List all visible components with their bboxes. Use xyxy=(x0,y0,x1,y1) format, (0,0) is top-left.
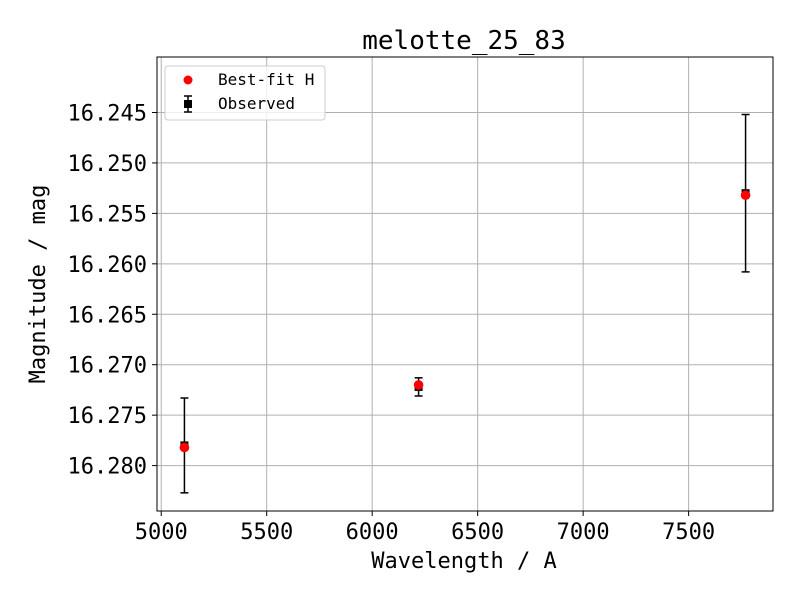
series-layer xyxy=(179,113,751,494)
y-axis-label: Magnitude / mag xyxy=(26,185,51,384)
chart-title: melotte_25_83 xyxy=(362,26,566,56)
x-tick-label: 6000 xyxy=(346,520,399,545)
y-tick-label: 16.250 xyxy=(68,152,147,177)
y-tick-label: 16.260 xyxy=(68,253,147,278)
legend-box xyxy=(164,65,326,121)
legend-label-observed: Observed xyxy=(218,94,295,113)
y-tick-label: 16.245 xyxy=(68,101,147,126)
plot-frame xyxy=(156,56,774,512)
plot-area xyxy=(157,57,773,511)
y-tick-label: 16.280 xyxy=(68,455,147,480)
legend-label-best-fit: Best-fit H xyxy=(218,70,314,89)
best-fit-point xyxy=(413,380,424,390)
x-tick-label: 7000 xyxy=(557,520,610,545)
y-tick-label: 16.255 xyxy=(68,202,147,227)
legend-marker-best-fit xyxy=(183,75,193,85)
grid xyxy=(157,57,773,511)
x-axis: 5000 5500 6000 6500 7000 7500 xyxy=(135,511,715,545)
x-axis-label: Wavelength / A xyxy=(371,549,556,574)
legend-marker-observed xyxy=(184,100,192,108)
legend: Best-fit H Observed xyxy=(164,65,326,121)
x-tick-label: 5000 xyxy=(135,520,188,545)
best-fit-point xyxy=(179,442,190,453)
x-tick-label: 7500 xyxy=(662,520,715,545)
best-fit-point xyxy=(740,190,751,201)
y-tick-label: 16.275 xyxy=(68,404,147,429)
y-axis: 16.245 16.250 16.255 16.260 16.265 16.270 16.2… xyxy=(68,101,157,480)
y-tick-label: 16.270 xyxy=(68,354,147,379)
y-tick-label: 16.265 xyxy=(68,303,147,328)
x-tick-label: 6500 xyxy=(451,520,504,545)
x-tick-label: 5500 xyxy=(240,520,293,545)
